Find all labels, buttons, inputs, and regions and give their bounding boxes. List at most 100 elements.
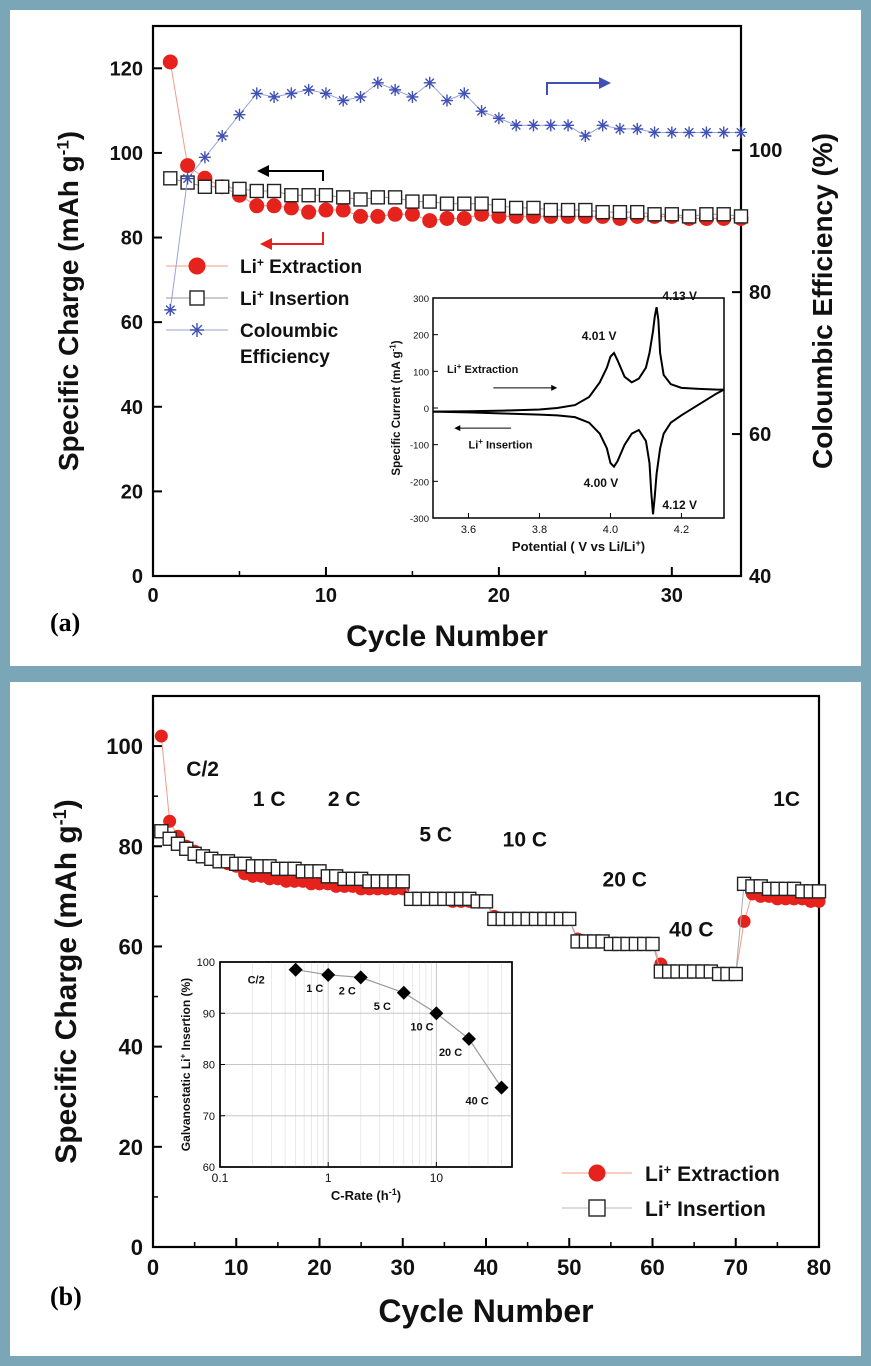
- data-point: [474, 196, 489, 211]
- inset-point-label: C/2: [248, 975, 265, 987]
- data-point: [353, 192, 368, 207]
- data-point: [232, 181, 247, 197]
- panel-a: 0 10 20 30 0 20 40 60 80 100 120 40 60 80 100 Cycle Num…: [10, 10, 861, 666]
- data-point: [728, 966, 743, 982]
- data-point: [336, 190, 351, 205]
- series-1: [154, 824, 827, 982]
- data-point: [664, 207, 680, 222]
- data-point: [510, 119, 523, 132]
- inset-rate: 60 70 80 90 100 0.1 1 10 C-Rate (h-1) Galvanostat…: [179, 957, 513, 1203]
- panel-label-a: (a): [50, 608, 81, 637]
- data-point: [526, 200, 541, 216]
- arrow-efficiency-head: [599, 77, 611, 89]
- inset-y-axis-label: Galvanostatic Li+ Insertion (%): [179, 978, 193, 1151]
- data-point: [422, 213, 438, 229]
- y-tick-label: 80: [119, 834, 143, 859]
- data-point: [395, 874, 410, 889]
- inset-x-tick-label: 1: [325, 1171, 332, 1185]
- arrow-extraction: [268, 232, 324, 245]
- x-tick-label: 0: [147, 585, 158, 607]
- rate-label: 1C: [773, 788, 800, 811]
- data-point: [319, 87, 332, 100]
- data-point: [735, 126, 747, 139]
- series-line: [160, 736, 819, 975]
- data-point: [423, 76, 436, 89]
- data-point: [562, 911, 577, 927]
- legend-marker: [190, 323, 204, 337]
- inset-y-tick-label: -200: [410, 477, 429, 488]
- data-point: [301, 188, 316, 203]
- x-tick-label: 80: [807, 1255, 831, 1280]
- inset-point: [321, 967, 336, 982]
- data-point: [579, 130, 592, 142]
- data-point: [404, 206, 420, 222]
- x-tick-label: 0: [147, 1255, 159, 1280]
- y-tick-label: 100: [110, 143, 143, 165]
- y-tick-label: 80: [121, 228, 143, 250]
- arrow-insertion: [265, 170, 324, 181]
- data-point: [163, 171, 178, 186]
- data-point: [683, 126, 696, 139]
- data-point: [283, 200, 299, 216]
- data-point: [370, 208, 386, 224]
- inset-cathodic-curve: [432, 388, 725, 515]
- data-point: [181, 172, 194, 185]
- chart-b: 0 10 20 30 40 50 60 70 80 0 20 40 60 80 100 Cycle Numbe…: [50, 694, 831, 1329]
- data-point: [631, 122, 644, 135]
- data-point: [543, 202, 558, 218]
- panel-label-b: (b): [50, 1282, 82, 1311]
- data-point: [249, 198, 265, 214]
- x-tick-label: 50: [557, 1255, 581, 1280]
- data-point: [154, 729, 168, 743]
- legend-marker: [189, 290, 205, 306]
- series-2: [164, 76, 747, 316]
- data-point: [491, 198, 507, 214]
- inset-point-label: 20 C: [439, 1047, 462, 1059]
- data-point: [389, 83, 402, 96]
- data-point: [441, 94, 453, 107]
- data-point: [162, 54, 178, 70]
- data-point: [266, 183, 282, 199]
- data-point: [214, 179, 230, 194]
- legend-label-line2: Efficiency: [240, 347, 330, 368]
- x-tick-label: 10: [224, 1255, 248, 1280]
- data-point: [595, 204, 610, 220]
- inset-point-label: 2 C: [339, 985, 356, 997]
- x-tick-label: 30: [391, 1255, 415, 1280]
- x-tick-label: 60: [640, 1255, 664, 1280]
- data-point: [337, 94, 350, 107]
- x-tick-label: 20: [307, 1255, 331, 1280]
- data-point: [613, 122, 626, 135]
- inset-point: [429, 1006, 444, 1021]
- data-point: [318, 202, 334, 218]
- inset-insertion-label: Li+ Insertion: [468, 437, 532, 451]
- legend-marker: [188, 257, 206, 275]
- x-tick-label: 10: [315, 585, 337, 607]
- inset-y-tick-label: 90: [203, 1008, 215, 1020]
- inset-peak-label: 4.13 V: [662, 289, 697, 303]
- inset-frame: [432, 297, 725, 519]
- data-point: [266, 198, 282, 214]
- legend-label: Li+ Insertion: [645, 1197, 766, 1221]
- y-tick-label: 0: [131, 1235, 143, 1260]
- x-tick-label: 40: [474, 1255, 498, 1280]
- y2-tick-label: 100: [749, 140, 782, 162]
- inset-frame-top: [219, 961, 513, 1168]
- y-tick-label: 40: [119, 1035, 143, 1060]
- data-point: [284, 188, 299, 203]
- data-point: [647, 207, 662, 222]
- inset-point: [461, 1031, 476, 1046]
- data-point: [562, 119, 575, 132]
- data-point: [370, 190, 386, 205]
- rate-label: 40 C: [669, 918, 713, 941]
- inset-extraction-arrowhead: [551, 384, 558, 391]
- inset-x-tick-label: 10: [430, 1171, 444, 1185]
- inset-point-label: 10 C: [410, 1021, 433, 1033]
- series-1: [163, 171, 749, 224]
- x-tick-label: 30: [661, 585, 683, 607]
- x-tick-label: 70: [724, 1255, 748, 1280]
- rate-label: 2 C: [328, 788, 361, 811]
- data-point: [197, 179, 213, 194]
- data-point: [180, 158, 196, 174]
- legend: Li+ Extraction Li+ Insertion: [562, 1162, 780, 1221]
